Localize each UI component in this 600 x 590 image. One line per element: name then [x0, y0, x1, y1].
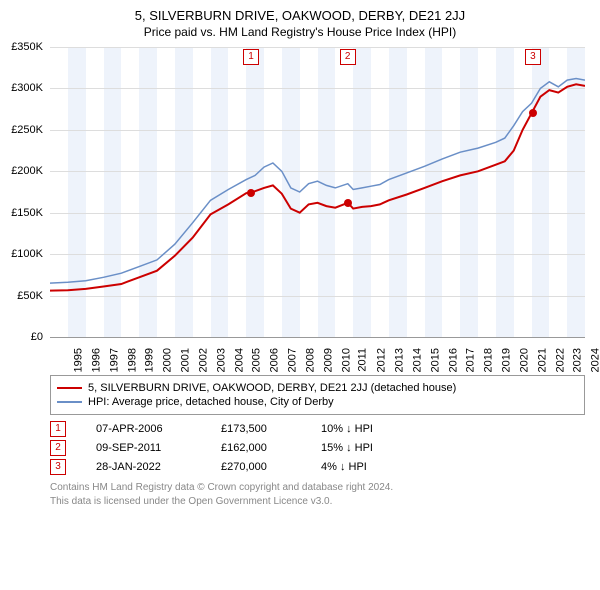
transaction-point-icon — [247, 189, 255, 197]
x-tick-label: 2021 — [536, 348, 548, 372]
transaction-price: £270,000 — [221, 461, 291, 473]
x-tick-label: 2010 — [340, 348, 352, 372]
x-tick-label: 2014 — [411, 348, 423, 372]
x-tick-label: 2003 — [215, 348, 227, 372]
x-tick-label: 1996 — [90, 348, 102, 372]
transaction-date: 09-SEP-2011 — [96, 442, 191, 454]
x-tick-label: 2024 — [590, 348, 600, 372]
transaction-price: £173,500 — [221, 423, 291, 435]
y-tick-label: £0 — [31, 331, 43, 343]
legend-label: 5, SILVERBURN DRIVE, OAKWOOD, DERBY, DE2… — [88, 382, 456, 394]
transaction-date: 07-APR-2006 — [96, 423, 191, 435]
x-tick-label: 2019 — [500, 348, 512, 372]
series-line-price_paid — [50, 84, 585, 290]
x-tick-label: 2022 — [554, 348, 566, 372]
x-tick-label: 2007 — [286, 348, 298, 372]
y-tick-label: £300K — [11, 82, 43, 94]
chart-subtitle: Price paid vs. HM Land Registry's House … — [0, 25, 600, 39]
y-tick-label: £100K — [11, 248, 43, 260]
series-line-hpi — [50, 79, 585, 284]
x-tick-label: 2016 — [447, 348, 459, 372]
x-tick-label: 2004 — [233, 348, 245, 372]
x-tick-label: 1997 — [108, 348, 120, 372]
table-row: 2 09-SEP-2011 £162,000 15% ↓ HPI — [50, 440, 585, 456]
legend: 5, SILVERBURN DRIVE, OAKWOOD, DERBY, DE2… — [50, 375, 585, 415]
transaction-price: £162,000 — [221, 442, 291, 454]
transaction-delta: 15% ↓ HPI — [321, 442, 411, 454]
chart-container: { "title": "5, SILVERBURN DRIVE, OAKWOOD… — [0, 8, 600, 509]
footer-attribution: Contains HM Land Registry data © Crown c… — [50, 481, 585, 509]
x-tick-label: 2015 — [429, 348, 441, 372]
footer-line: Contains HM Land Registry data © Crown c… — [50, 481, 585, 495]
x-tick-label: 2023 — [572, 348, 584, 372]
x-tick-label: 2020 — [518, 348, 530, 372]
table-row: 3 28-JAN-2022 £270,000 4% ↓ HPI — [50, 459, 585, 475]
y-axis: £0£50K£100K£150K£200K£250K£300K£350K — [0, 47, 45, 337]
x-tick-label: 1998 — [126, 348, 138, 372]
chart-area: £0£50K£100K£150K£200K£250K£300K£350K 123… — [50, 47, 585, 367]
x-tick-label: 2011 — [357, 348, 369, 372]
x-tick-label: 2008 — [304, 348, 316, 372]
x-tick-label: 2001 — [179, 348, 191, 372]
x-tick-label: 2006 — [269, 348, 281, 372]
legend-swatch — [57, 387, 82, 389]
table-row: 1 07-APR-2006 £173,500 10% ↓ HPI — [50, 421, 585, 437]
legend-item: HPI: Average price, detached house, City… — [57, 396, 578, 408]
chart-marker-icon: 3 — [525, 49, 541, 65]
chart-marker-icon: 2 — [340, 49, 356, 65]
transaction-point-icon — [529, 109, 537, 117]
transaction-point-icon — [344, 199, 352, 207]
chart-svg — [50, 47, 585, 337]
x-tick-label: 2005 — [251, 348, 263, 372]
y-tick-label: £350K — [11, 41, 43, 53]
y-tick-label: £200K — [11, 165, 43, 177]
footer-line: This data is licensed under the Open Gov… — [50, 495, 585, 509]
transaction-marker-icon: 1 — [50, 421, 66, 437]
y-tick-label: £50K — [17, 290, 43, 302]
x-tick-label: 2009 — [322, 348, 334, 372]
legend-label: HPI: Average price, detached house, City… — [88, 396, 334, 408]
x-tick-label: 2012 — [376, 348, 388, 372]
transaction-marker-icon: 2 — [50, 440, 66, 456]
x-tick-label: 1995 — [72, 348, 84, 372]
x-tick-label: 1999 — [144, 348, 156, 372]
plot-area: 1 2 3 — [50, 47, 585, 338]
chart-marker-icon: 1 — [243, 49, 259, 65]
chart-title: 5, SILVERBURN DRIVE, OAKWOOD, DERBY, DE2… — [0, 8, 600, 23]
x-tick-label: 2018 — [483, 348, 495, 372]
y-tick-label: £150K — [11, 207, 43, 219]
transaction-delta: 10% ↓ HPI — [321, 423, 411, 435]
x-tick-label: 2013 — [393, 348, 405, 372]
x-tick-label: 2000 — [162, 348, 174, 372]
legend-swatch — [57, 401, 82, 403]
legend-item: 5, SILVERBURN DRIVE, OAKWOOD, DERBY, DE2… — [57, 382, 578, 394]
x-tick-label: 2002 — [197, 348, 209, 372]
transaction-delta: 4% ↓ HPI — [321, 461, 411, 473]
transaction-date: 28-JAN-2022 — [96, 461, 191, 473]
y-tick-label: £250K — [11, 124, 43, 136]
transactions-table: 1 07-APR-2006 £173,500 10% ↓ HPI 2 09-SE… — [50, 421, 585, 475]
x-axis: 1995 1996 1997 1998 1999 2000 2001 2002 2003 2004… — [50, 339, 585, 369]
x-tick-label: 2017 — [465, 348, 477, 372]
transaction-marker-icon: 3 — [50, 459, 66, 475]
